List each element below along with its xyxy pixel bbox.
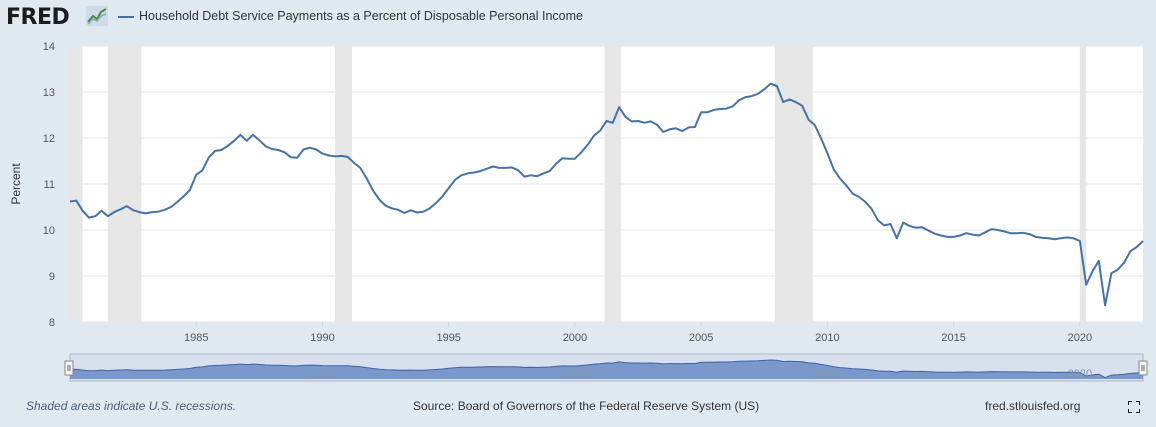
- navigator[interactable]: 1990 2000 2010 2020: [64, 353, 1148, 382]
- chart-footer: Shaded areas indicate U.S. recessions. S…: [0, 392, 1156, 422]
- navigator-left-handle[interactable]: [64, 360, 74, 376]
- navigator-series: [69, 359, 1144, 379]
- x-tick-label: 1990: [310, 332, 334, 344]
- x-tick-label: 1995: [436, 332, 460, 344]
- chart-line-icon: [86, 6, 108, 26]
- recession-note: Shaded areas indicate U.S. recessions.: [26, 399, 237, 413]
- fullscreen-icon[interactable]: [1128, 401, 1140, 413]
- y-axis-label: Percent: [9, 163, 23, 205]
- x-tick-label: 2015: [941, 332, 965, 344]
- series-line[interactable]: [69, 82, 1144, 307]
- series-layer: [69, 82, 1144, 307]
- x-tick-label: 1985: [184, 332, 208, 344]
- navigator-label: 2000: [563, 368, 587, 380]
- x-tick-label: 2000: [563, 332, 587, 344]
- navigator-label: 2020: [1068, 368, 1092, 380]
- fred-logo[interactable]: FRED: [6, 5, 70, 30]
- site-link[interactable]: fred.stlouisfed.org: [985, 399, 1081, 413]
- legend-label[interactable]: Household Debt Service Payments as a Per…: [139, 9, 583, 23]
- x-tick-label: 2010: [815, 332, 839, 344]
- y-tick-label: 11: [44, 179, 55, 191]
- source-text: Source: Board of Governors of the Federa…: [413, 399, 760, 413]
- line-chart: 8 9 10 11 12 13 14 1985 1990 1995 2000 2005 2010 201…: [9, 41, 1148, 382]
- y-tick-label: 9: [49, 271, 55, 283]
- y-tick-label: 14: [43, 41, 55, 53]
- y-axis-ticks: 8 9 10 11 12 13 14: [43, 41, 55, 329]
- y-tick-label: 13: [43, 87, 55, 99]
- navigator-area: [70, 360, 1143, 379]
- y-tick-label: 10: [43, 225, 55, 237]
- chart-header: FRED Household Debt Service Payments as …: [0, 0, 1156, 34]
- x-axis-ticks: 1985 1990 1995 2000 2005 2010 2015 2020: [184, 322, 1092, 344]
- navigator-labels: 1990 2000 2010 2020: [310, 368, 1092, 380]
- x-tick-label: 2020: [1068, 332, 1092, 344]
- y-tick-label: 12: [43, 133, 55, 145]
- navigator-right-handle[interactable]: [1138, 360, 1148, 376]
- y-tick-label: 8: [49, 317, 55, 329]
- navigator-label: 1990: [310, 368, 334, 380]
- grid-lines: [70, 45, 1143, 323]
- navigator-label: 2010: [815, 368, 839, 380]
- x-tick-label: 2005: [689, 332, 713, 344]
- navigator-line: [69, 359, 1144, 379]
- legend-swatch: [118, 16, 134, 18]
